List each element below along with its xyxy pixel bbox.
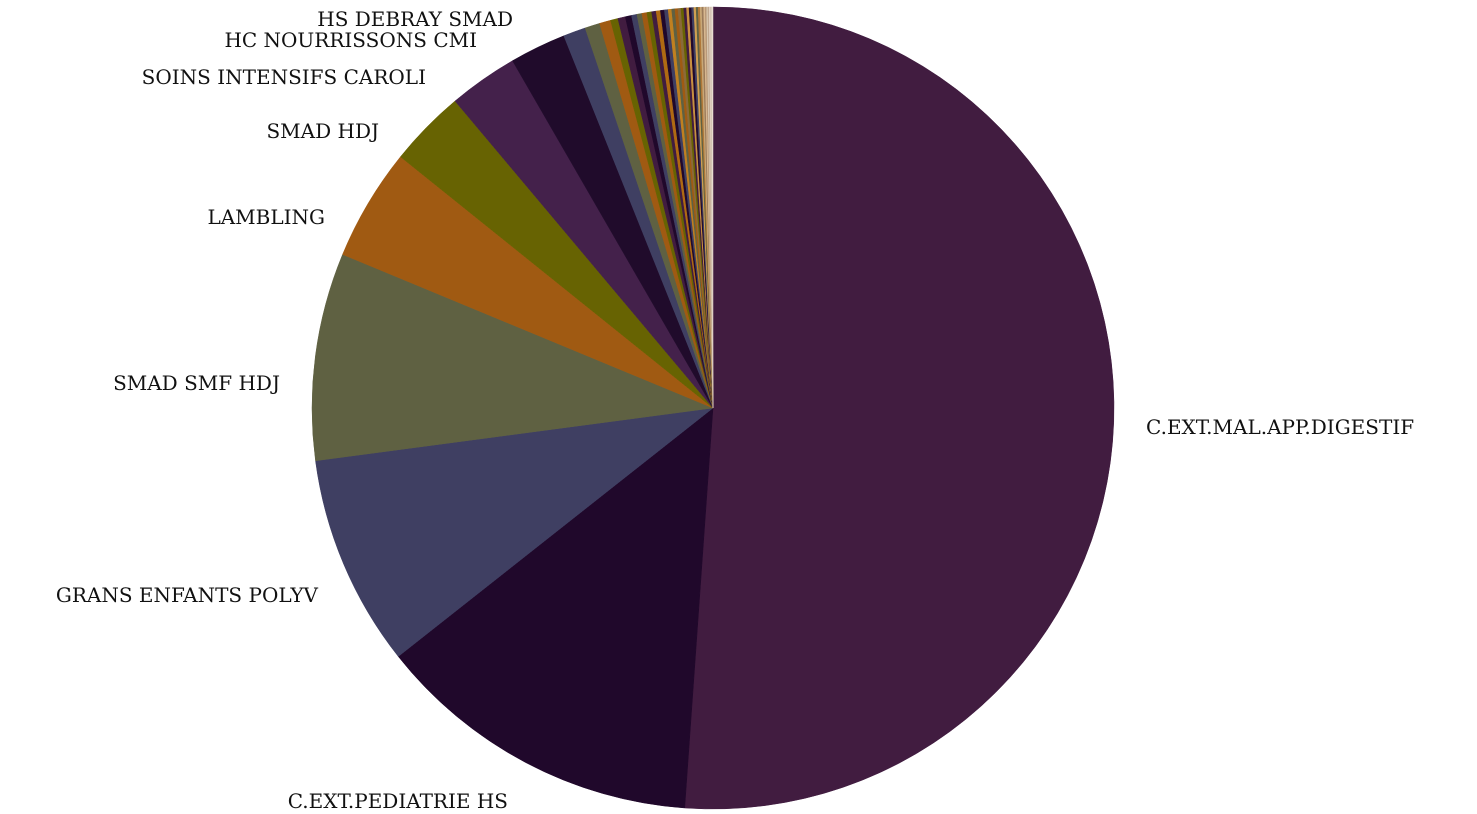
slice-label-smad-hdj: SMAD HDJ <box>266 119 379 143</box>
slice-label-lambling: LAMBLING <box>207 205 325 229</box>
slice-label-hs-debray-smad: HS DEBRAY SMAD <box>317 7 513 31</box>
pie-slice-smad-smf-hdj <box>311 254 714 462</box>
pie-slice-c-ext-mal-app-digestif <box>684 6 1115 810</box>
slice-label-c-ext-mal-app-digestif: C.EXT.MAL.APP.DIGESTIF <box>1146 415 1414 439</box>
slice-labels: C.EXT.MAL.APP.DIGESTIF C.EXT.PEDIATRIE HS… <box>56 7 1414 813</box>
pie-slice-43 <box>711 6 714 409</box>
slice-label-hc-nourrissons-cmi: HC NOURRISSONS CMI <box>224 28 477 52</box>
slice-label-c-ext-pediatrie-hs: C.EXT.PEDIATRIE HS <box>288 789 508 813</box>
pie-slice-grans-enfants-polyv <box>315 407 714 657</box>
pie-slice-c-ext-pediatrie-hs <box>397 407 714 809</box>
slice-label-smad-smf-hdj: SMAD SMF HDJ <box>113 371 280 395</box>
slice-label-grans-enfants-polyv: GRANS ENFANTS POLYV <box>56 583 319 607</box>
pie-slices <box>311 6 1115 810</box>
slice-label-soins-intensifs-caroli: SOINS INTENSIFS CAROLI <box>142 65 426 89</box>
